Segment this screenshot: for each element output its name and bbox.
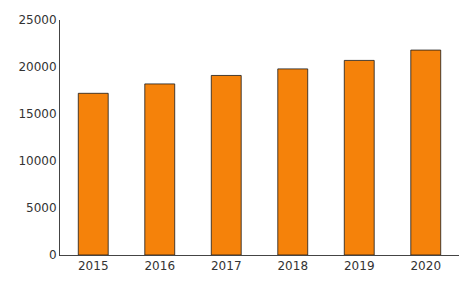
svg-text:2017: 2017 — [211, 259, 242, 273]
svg-text:2016: 2016 — [144, 259, 175, 273]
svg-text:5000: 5000 — [26, 201, 57, 215]
svg-text:2020: 2020 — [410, 259, 441, 273]
svg-text:20000: 20000 — [18, 60, 56, 74]
svg-text:2018: 2018 — [277, 259, 308, 273]
svg-text:2015: 2015 — [78, 259, 109, 273]
svg-text:0: 0 — [49, 248, 57, 262]
svg-text:10000: 10000 — [18, 154, 56, 168]
svg-text:25000: 25000 — [18, 13, 56, 27]
svg-text:2019: 2019 — [344, 259, 375, 273]
svg-text:15000: 15000 — [18, 107, 56, 121]
